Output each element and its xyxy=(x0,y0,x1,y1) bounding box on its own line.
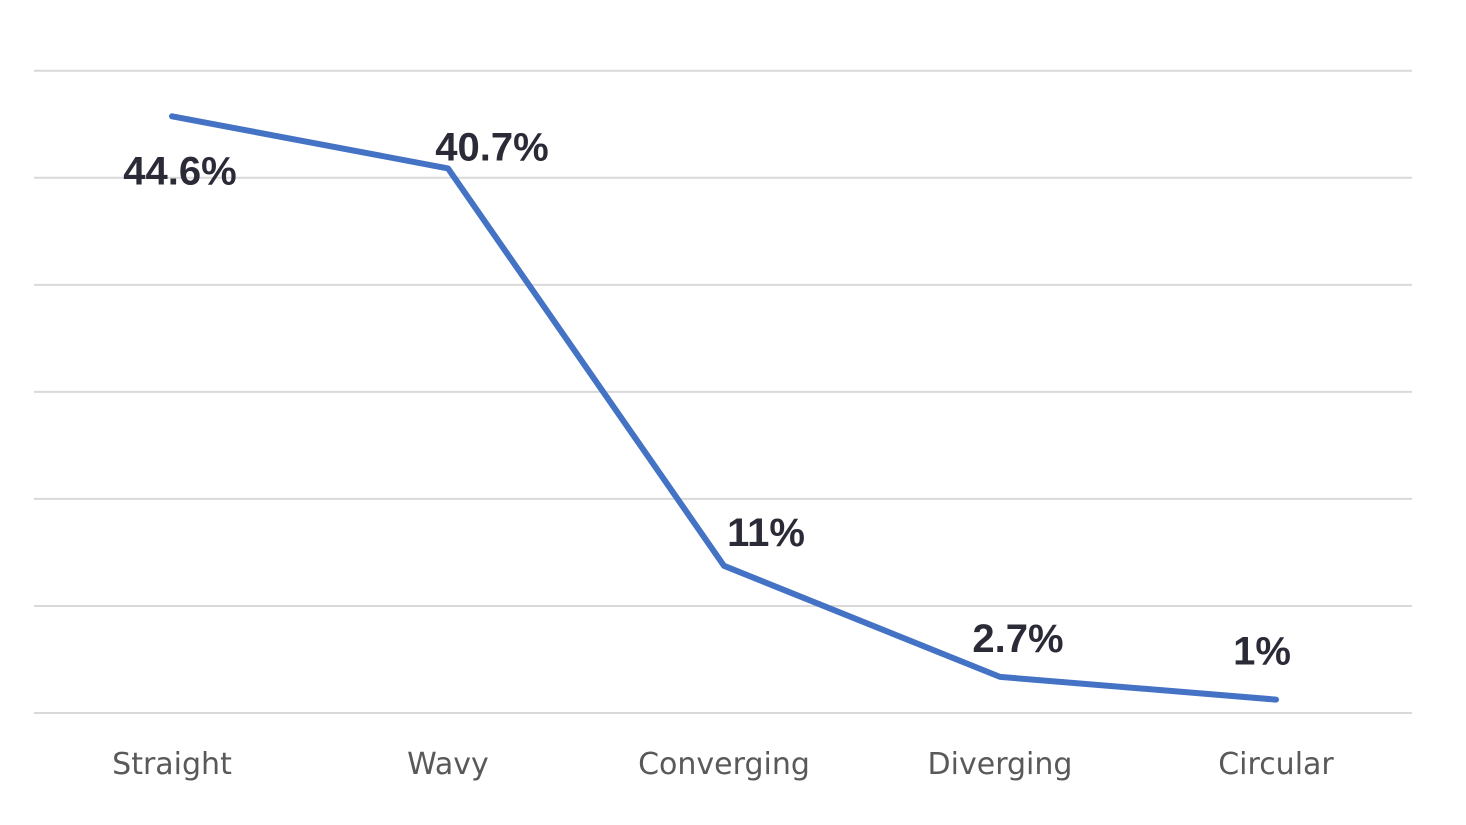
gridlines xyxy=(34,69,1412,714)
data-label-converging: 11% xyxy=(727,511,805,555)
x-tick-label-straight: Straight xyxy=(112,747,232,782)
data-label-straight: 44.6% xyxy=(123,149,236,193)
data-label-wavy: 40.7% xyxy=(435,125,548,169)
x-axis-tick-labels: Straight Wavy Converging Diverging Circular xyxy=(112,747,1334,782)
data-label-circular: 1% xyxy=(1233,630,1291,674)
data-label-diverging: 2.7% xyxy=(972,617,1063,661)
x-tick-label-wavy: Wavy xyxy=(407,747,489,782)
x-tick-label-circular: Circular xyxy=(1218,747,1334,782)
data-labels: 44.6% 40.7% 11% 2.7% 1% xyxy=(123,125,1291,673)
series-line xyxy=(169,113,1279,703)
x-tick-label-diverging: Diverging xyxy=(928,747,1073,782)
x-tick-label-converging: Converging xyxy=(638,747,810,782)
